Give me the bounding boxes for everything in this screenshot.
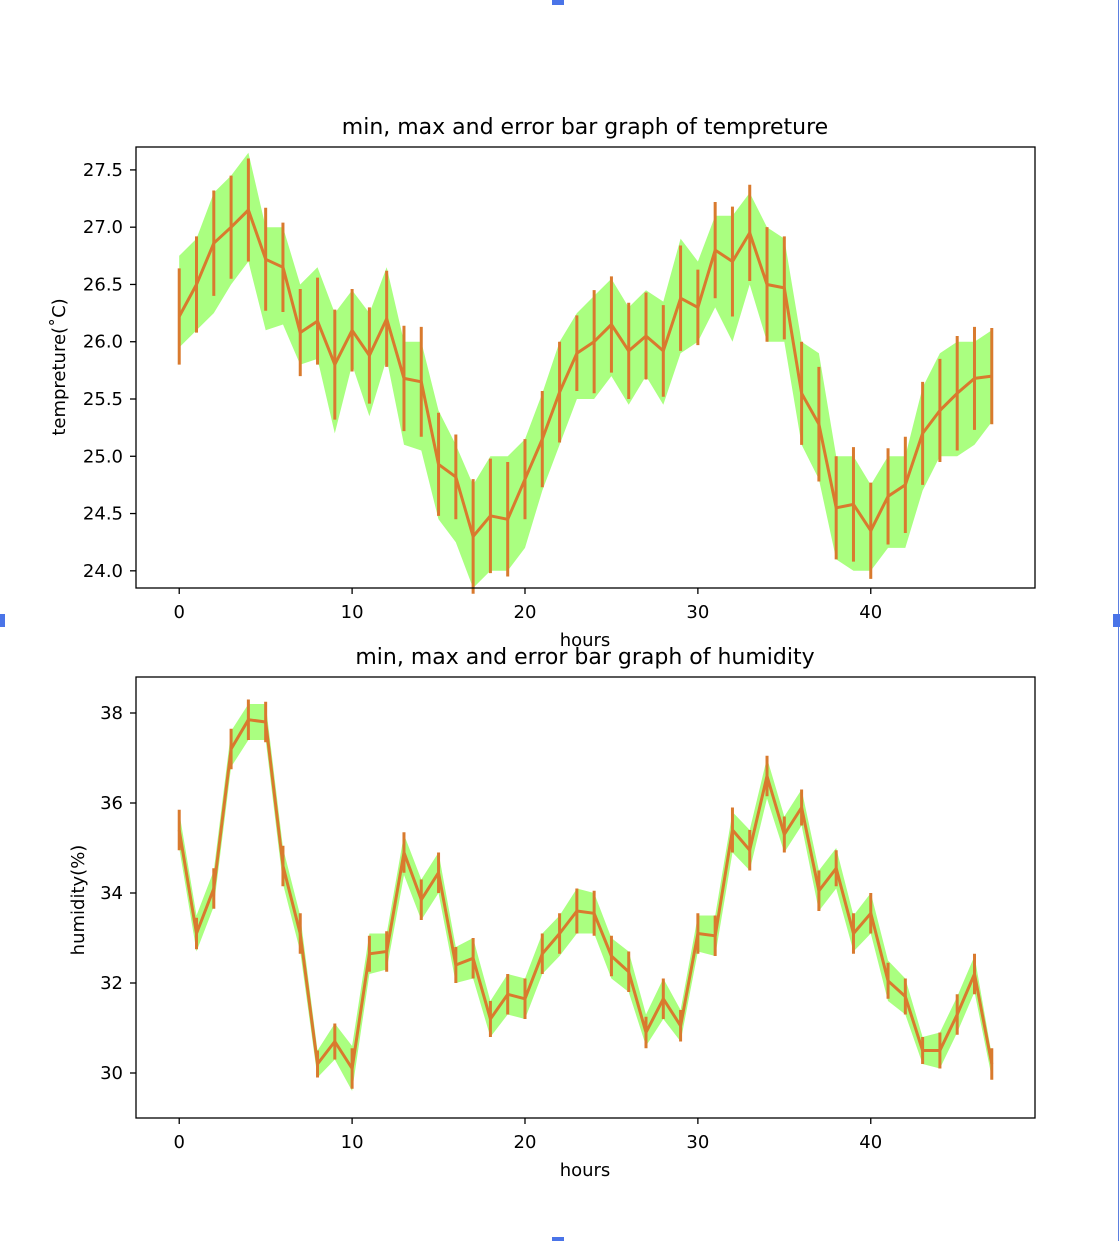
humidity-axes-frame [135, 676, 1036, 1119]
humidity-x-tick-label: 40 [859, 1132, 882, 1153]
temperature-chart-title: min, max and error bar graph of tempretu… [342, 115, 828, 140]
humidity-y-tick-label: 36 [100, 793, 123, 814]
resize-handle-right[interactable] [1113, 614, 1120, 627]
temperature-x-tick-label: 20 [514, 602, 537, 623]
temperature-y-axis-label: tempreture(˚C) [49, 298, 70, 435]
humidity-plot-area: 0 10 20 30 40 30 32 34 36 38 [100, 676, 1036, 1153]
temperature-axes-frame [135, 146, 1036, 589]
temperature-y-tick-label: 25.0 [83, 446, 123, 467]
humidity-chart: min, max and error bar graph of humidity… [68, 645, 1036, 1181]
temperature-x-axis-label: hours [560, 630, 611, 651]
humidity-x-tick-label: 0 [173, 1132, 184, 1153]
humidity-min-max-band [179, 704, 992, 1091]
temperature-chart: min, max and error bar graph of tempretu… [49, 115, 1036, 651]
temperature-x-tick-label: 30 [686, 602, 709, 623]
temperature-y-tick-label: 27.0 [83, 217, 123, 238]
temperature-y-tick-label: 26.0 [83, 332, 123, 353]
temperature-y-tick-label: 24.5 [83, 504, 123, 525]
humidity-x-tick-label: 20 [514, 1132, 537, 1153]
humidity-y-tick-label: 34 [100, 883, 123, 904]
humidity-y-axis-label: humidity(%) [68, 845, 89, 956]
humidity-chart-title: min, max and error bar graph of humidity [355, 645, 814, 670]
temperature-x-tick-label: 0 [173, 602, 184, 623]
temperature-plot-area: 0 10 20 30 40 24.0 24.5 25.0 25.5 26.0 26.5 27.0 27.… [83, 146, 1036, 623]
humidity-x-tick-label: 10 [341, 1132, 364, 1153]
temperature-mean-line [177, 208, 992, 538]
humidity-x-tick-label: 30 [686, 1132, 709, 1153]
temperature-x-tick-label: 40 [859, 602, 882, 623]
humidity-y-tick-label: 38 [100, 703, 123, 724]
resize-handle-top[interactable] [552, 0, 564, 5]
humidity-y-tick-label: 32 [100, 973, 123, 994]
humidity-y-tick-label: 30 [100, 1063, 123, 1084]
humidity-mean-line [177, 718, 994, 1070]
temperature-y-tick-label: 24.0 [83, 561, 123, 582]
resize-handle-left[interactable] [0, 614, 5, 627]
temperature-y-tick-label: 27.5 [83, 160, 123, 181]
temperature-y-tick-label: 26.5 [83, 274, 123, 295]
resize-handle-bottom[interactable] [552, 1237, 564, 1241]
humidity-x-axis-label: hours [560, 1160, 611, 1181]
temperature-y-tick-label: 25.5 [83, 389, 123, 410]
temperature-x-tick-label: 10 [341, 602, 364, 623]
temperature-min-max-band [179, 152, 992, 588]
